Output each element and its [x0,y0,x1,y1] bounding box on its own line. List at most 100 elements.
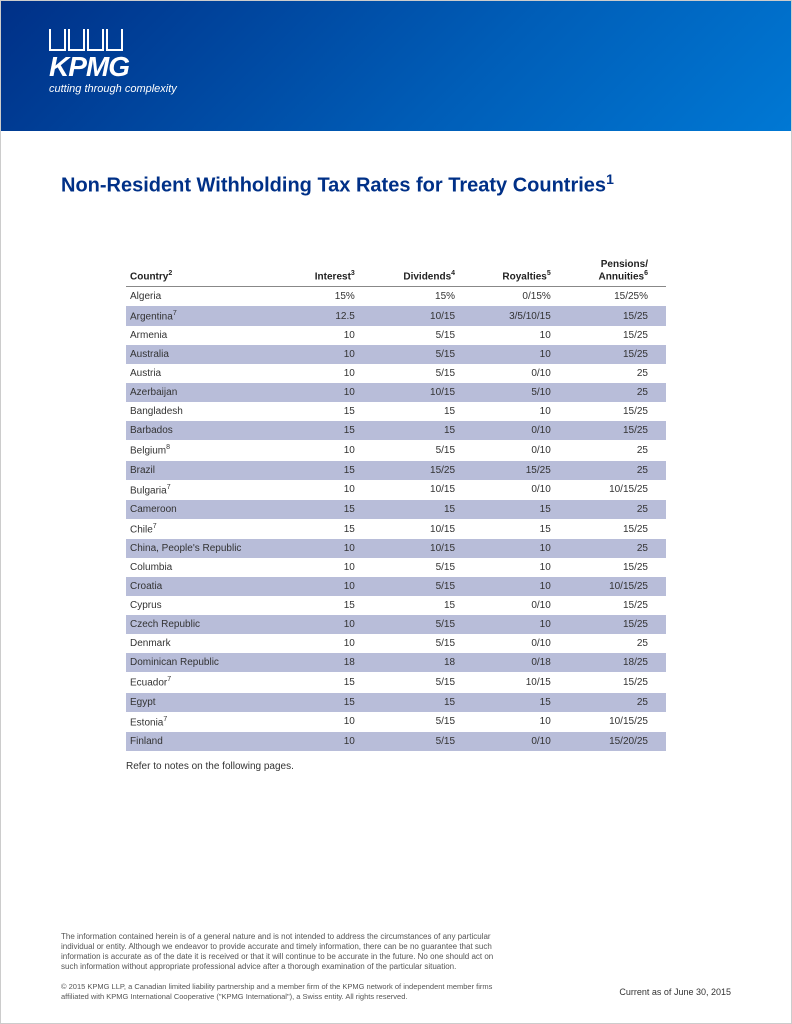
cell-interest: 15 [288,672,372,692]
cell-dividends: 5/15 [373,364,473,383]
table-row: Estonia7105/151010/15/25 [126,712,666,732]
cell-dividends: 15 [373,421,473,440]
cell-royalties: 10 [473,577,569,596]
cell-dividends: 15 [373,693,473,712]
header-band: KPMG cutting through complexity [1,1,791,131]
cell-interest: 15 [288,500,372,519]
cell-interest: 15 [288,421,372,440]
current-label: Current as of [619,987,674,997]
cell-country: Croatia [126,577,288,596]
col-header-2: Dividends4 [373,253,473,287]
table-row: Barbados15150/1015/25 [126,421,666,440]
cell-pensions: 10/15/25 [569,712,666,732]
cell-country: Denmark [126,634,288,653]
cell-country: Barbados [126,421,288,440]
table-row: Dominican Republic18180/1818/25 [126,653,666,672]
col-header-4: Pensions/Annuities6 [569,253,666,287]
col-header-3: Royalties5 [473,253,569,287]
cell-royalties: 10 [473,712,569,732]
cell-royalties: 0/10 [473,421,569,440]
table-row: Armenia105/151015/25 [126,326,666,345]
table-row: Cameroon15151525 [126,500,666,519]
footer: The information contained herein is of a… [61,932,731,1001]
title-text: Non-Resident Withholding Tax Rates for T… [61,175,606,197]
cell-interest: 10 [288,440,372,460]
cell-interest: 18 [288,653,372,672]
cell-dividends: 15 [373,500,473,519]
cell-dividends: 5/15 [373,615,473,634]
cell-interest: 15 [288,461,372,480]
cell-royalties: 10 [473,326,569,345]
cell-royalties: 0/10 [473,364,569,383]
current-date: Current as of June 30, 2015 [619,987,731,997]
cell-pensions: 25 [569,383,666,402]
cell-royalties: 10 [473,345,569,364]
cell-royalties: 5/10 [473,383,569,402]
cell-pensions: 15/25 [569,421,666,440]
cell-dividends: 18 [373,653,473,672]
cell-dividends: 5/15 [373,712,473,732]
cell-country: Argentina7 [126,306,288,326]
cell-pensions: 25 [569,634,666,653]
table-row: Chile71510/151515/25 [126,519,666,539]
cell-country: Cameroon [126,500,288,519]
content-area: Non-Resident Withholding Tax Rates for T… [1,131,791,772]
table-row: Ecuador7155/1510/1515/25 [126,672,666,692]
cell-country: Algeria [126,286,288,306]
kpmg-logo: KPMG cutting through complexity [49,29,791,95]
cell-interest: 15 [288,596,372,615]
cell-royalties: 15 [473,500,569,519]
cell-pensions: 25 [569,500,666,519]
cell-royalties: 10 [473,615,569,634]
cell-pensions: 15/20/25 [569,732,666,751]
disclaimer-text: The information contained herein is of a… [61,932,501,972]
cell-pensions: 15/25 [569,558,666,577]
table-row: Denmark105/150/1025 [126,634,666,653]
cell-country: Bangladesh [126,402,288,421]
cell-royalties: 0/15% [473,286,569,306]
cell-dividends: 5/15 [373,440,473,460]
cell-pensions: 18/25 [569,653,666,672]
cell-interest: 10 [288,634,372,653]
cell-royalties: 0/18 [473,653,569,672]
cell-royalties: 0/10 [473,596,569,615]
table-row: Finland105/150/1015/20/25 [126,732,666,751]
cell-country: Czech Republic [126,615,288,634]
cell-country: Cyprus [126,596,288,615]
cell-dividends: 5/15 [373,558,473,577]
cell-dividends: 5/15 [373,732,473,751]
cell-pensions: 15/25 [569,306,666,326]
cell-pensions: 15/25 [569,596,666,615]
table-body: Algeria15%15%0/15%15/25%Argentina712.510… [126,286,666,750]
cell-pensions: 15/25 [569,672,666,692]
cell-royalties: 0/10 [473,634,569,653]
cell-pensions: 15/25 [569,326,666,345]
cell-interest: 10 [288,615,372,634]
table-row: Cyprus15150/1015/25 [126,596,666,615]
cell-interest: 10 [288,539,372,558]
cell-royalties: 15/25 [473,461,569,480]
cell-dividends: 10/15 [373,519,473,539]
table-row: Columbia105/151015/25 [126,558,666,577]
col-header-0: Country2 [126,253,288,287]
cell-dividends: 15 [373,596,473,615]
cell-country: Estonia7 [126,712,288,732]
table-row: Belgium8105/150/1025 [126,440,666,460]
cell-interest: 10 [288,577,372,596]
cell-pensions: 15/25 [569,345,666,364]
col-header-1: Interest3 [288,253,372,287]
tax-rates-table: Country2Interest3Dividends4Royalties5Pen… [126,253,666,751]
tax-table-wrap: Country2Interest3Dividends4Royalties5Pen… [126,253,666,772]
cell-country: Belgium8 [126,440,288,460]
cell-interest: 10 [288,712,372,732]
cell-dividends: 15/25 [373,461,473,480]
cell-dividends: 10/15 [373,306,473,326]
cell-pensions: 25 [569,539,666,558]
cell-interest: 15 [288,693,372,712]
cell-royalties: 3/5/10/15 [473,306,569,326]
table-row: China, People's Republic1010/151025 [126,539,666,558]
cell-interest: 10 [288,364,372,383]
cell-pensions: 15/25 [569,615,666,634]
cell-pensions: 25 [569,693,666,712]
cell-interest: 15% [288,286,372,306]
